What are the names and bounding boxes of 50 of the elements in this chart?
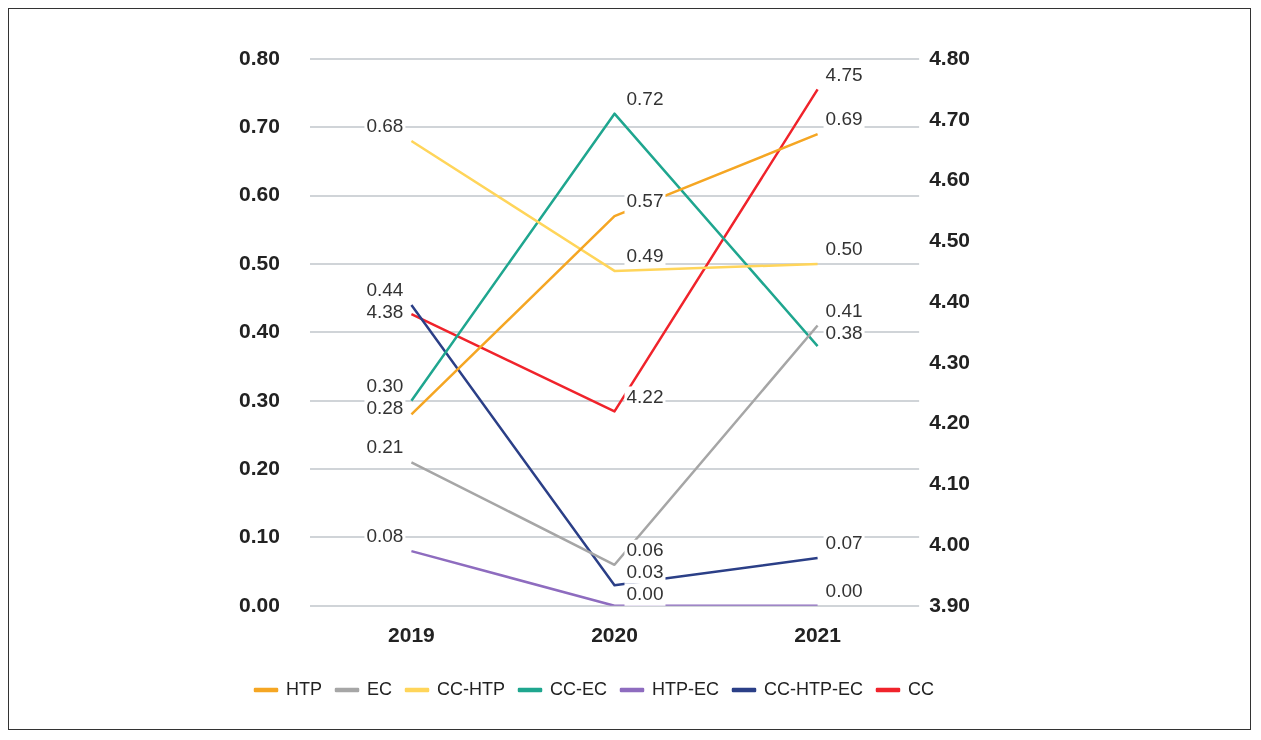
- y-tick-label: 0.60: [239, 182, 280, 206]
- y-tick-label: 0.00: [239, 592, 280, 616]
- data-label: 0.72: [626, 87, 664, 109]
- y2-tick-label: 4.00: [929, 531, 970, 555]
- data-label: 4.22: [626, 385, 664, 407]
- legend-label: HTP-EC: [652, 678, 719, 699]
- y2-tick-label: 4.40: [929, 288, 970, 312]
- y2-tick-label: 4.20: [929, 410, 970, 434]
- data-label: 0.21: [366, 436, 404, 458]
- data-label: 0.68: [366, 115, 404, 137]
- y2-tick-label: 4.70: [929, 106, 970, 130]
- legend-label: CC-EC: [550, 678, 608, 699]
- y2-tick-label: 4.10: [929, 471, 970, 495]
- x-tick-label: 2020: [591, 623, 638, 647]
- y-tick-label: 0.10: [239, 524, 280, 548]
- y-tick-label: 0.70: [239, 114, 280, 138]
- y2-tick-label: 4.60: [929, 167, 970, 191]
- data-label: 0.28: [366, 396, 404, 418]
- data-label: 0.06: [626, 539, 664, 561]
- data-label: 0.50: [825, 238, 863, 260]
- data-label: 0.49: [626, 245, 664, 267]
- data-label: 0.00: [825, 580, 863, 602]
- x-tick-label: 2021: [794, 623, 842, 647]
- legend-label: HTP: [286, 678, 323, 699]
- data-label: 0.57: [626, 190, 664, 212]
- data-label: 0.41: [825, 299, 863, 321]
- legend-label: CC-HTP-EC: [764, 678, 863, 699]
- data-label: 0.30: [366, 374, 404, 396]
- data-label: 0.44: [366, 279, 404, 301]
- data-label: 4.75: [825, 63, 863, 85]
- y2-tick-label: 4.80: [929, 45, 970, 69]
- data-label: 4.38: [366, 301, 404, 323]
- y-tick-label: 0.80: [239, 45, 280, 69]
- data-label: 0.08: [366, 525, 404, 547]
- y-tick-label: 0.30: [239, 387, 280, 411]
- y-tick-label: 0.50: [239, 250, 280, 274]
- data-label: 0.38: [825, 321, 863, 343]
- legend-label: CC: [907, 678, 934, 699]
- y2-tick-label: 4.50: [929, 228, 970, 252]
- y-tick-label: 0.20: [239, 455, 280, 479]
- x-tick-label: 2019: [388, 623, 435, 647]
- legend-label: EC: [367, 678, 393, 699]
- y-tick-label: 0.40: [239, 319, 280, 343]
- data-label: 0.03: [626, 561, 664, 583]
- data-label: 0.07: [825, 532, 863, 554]
- legend-label: CC-HTP: [437, 678, 506, 699]
- data-label: 0.00: [626, 583, 664, 605]
- y2-tick-label: 4.30: [929, 349, 970, 373]
- y2-tick-label: 3.90: [929, 592, 970, 616]
- data-label: 0.69: [825, 108, 863, 130]
